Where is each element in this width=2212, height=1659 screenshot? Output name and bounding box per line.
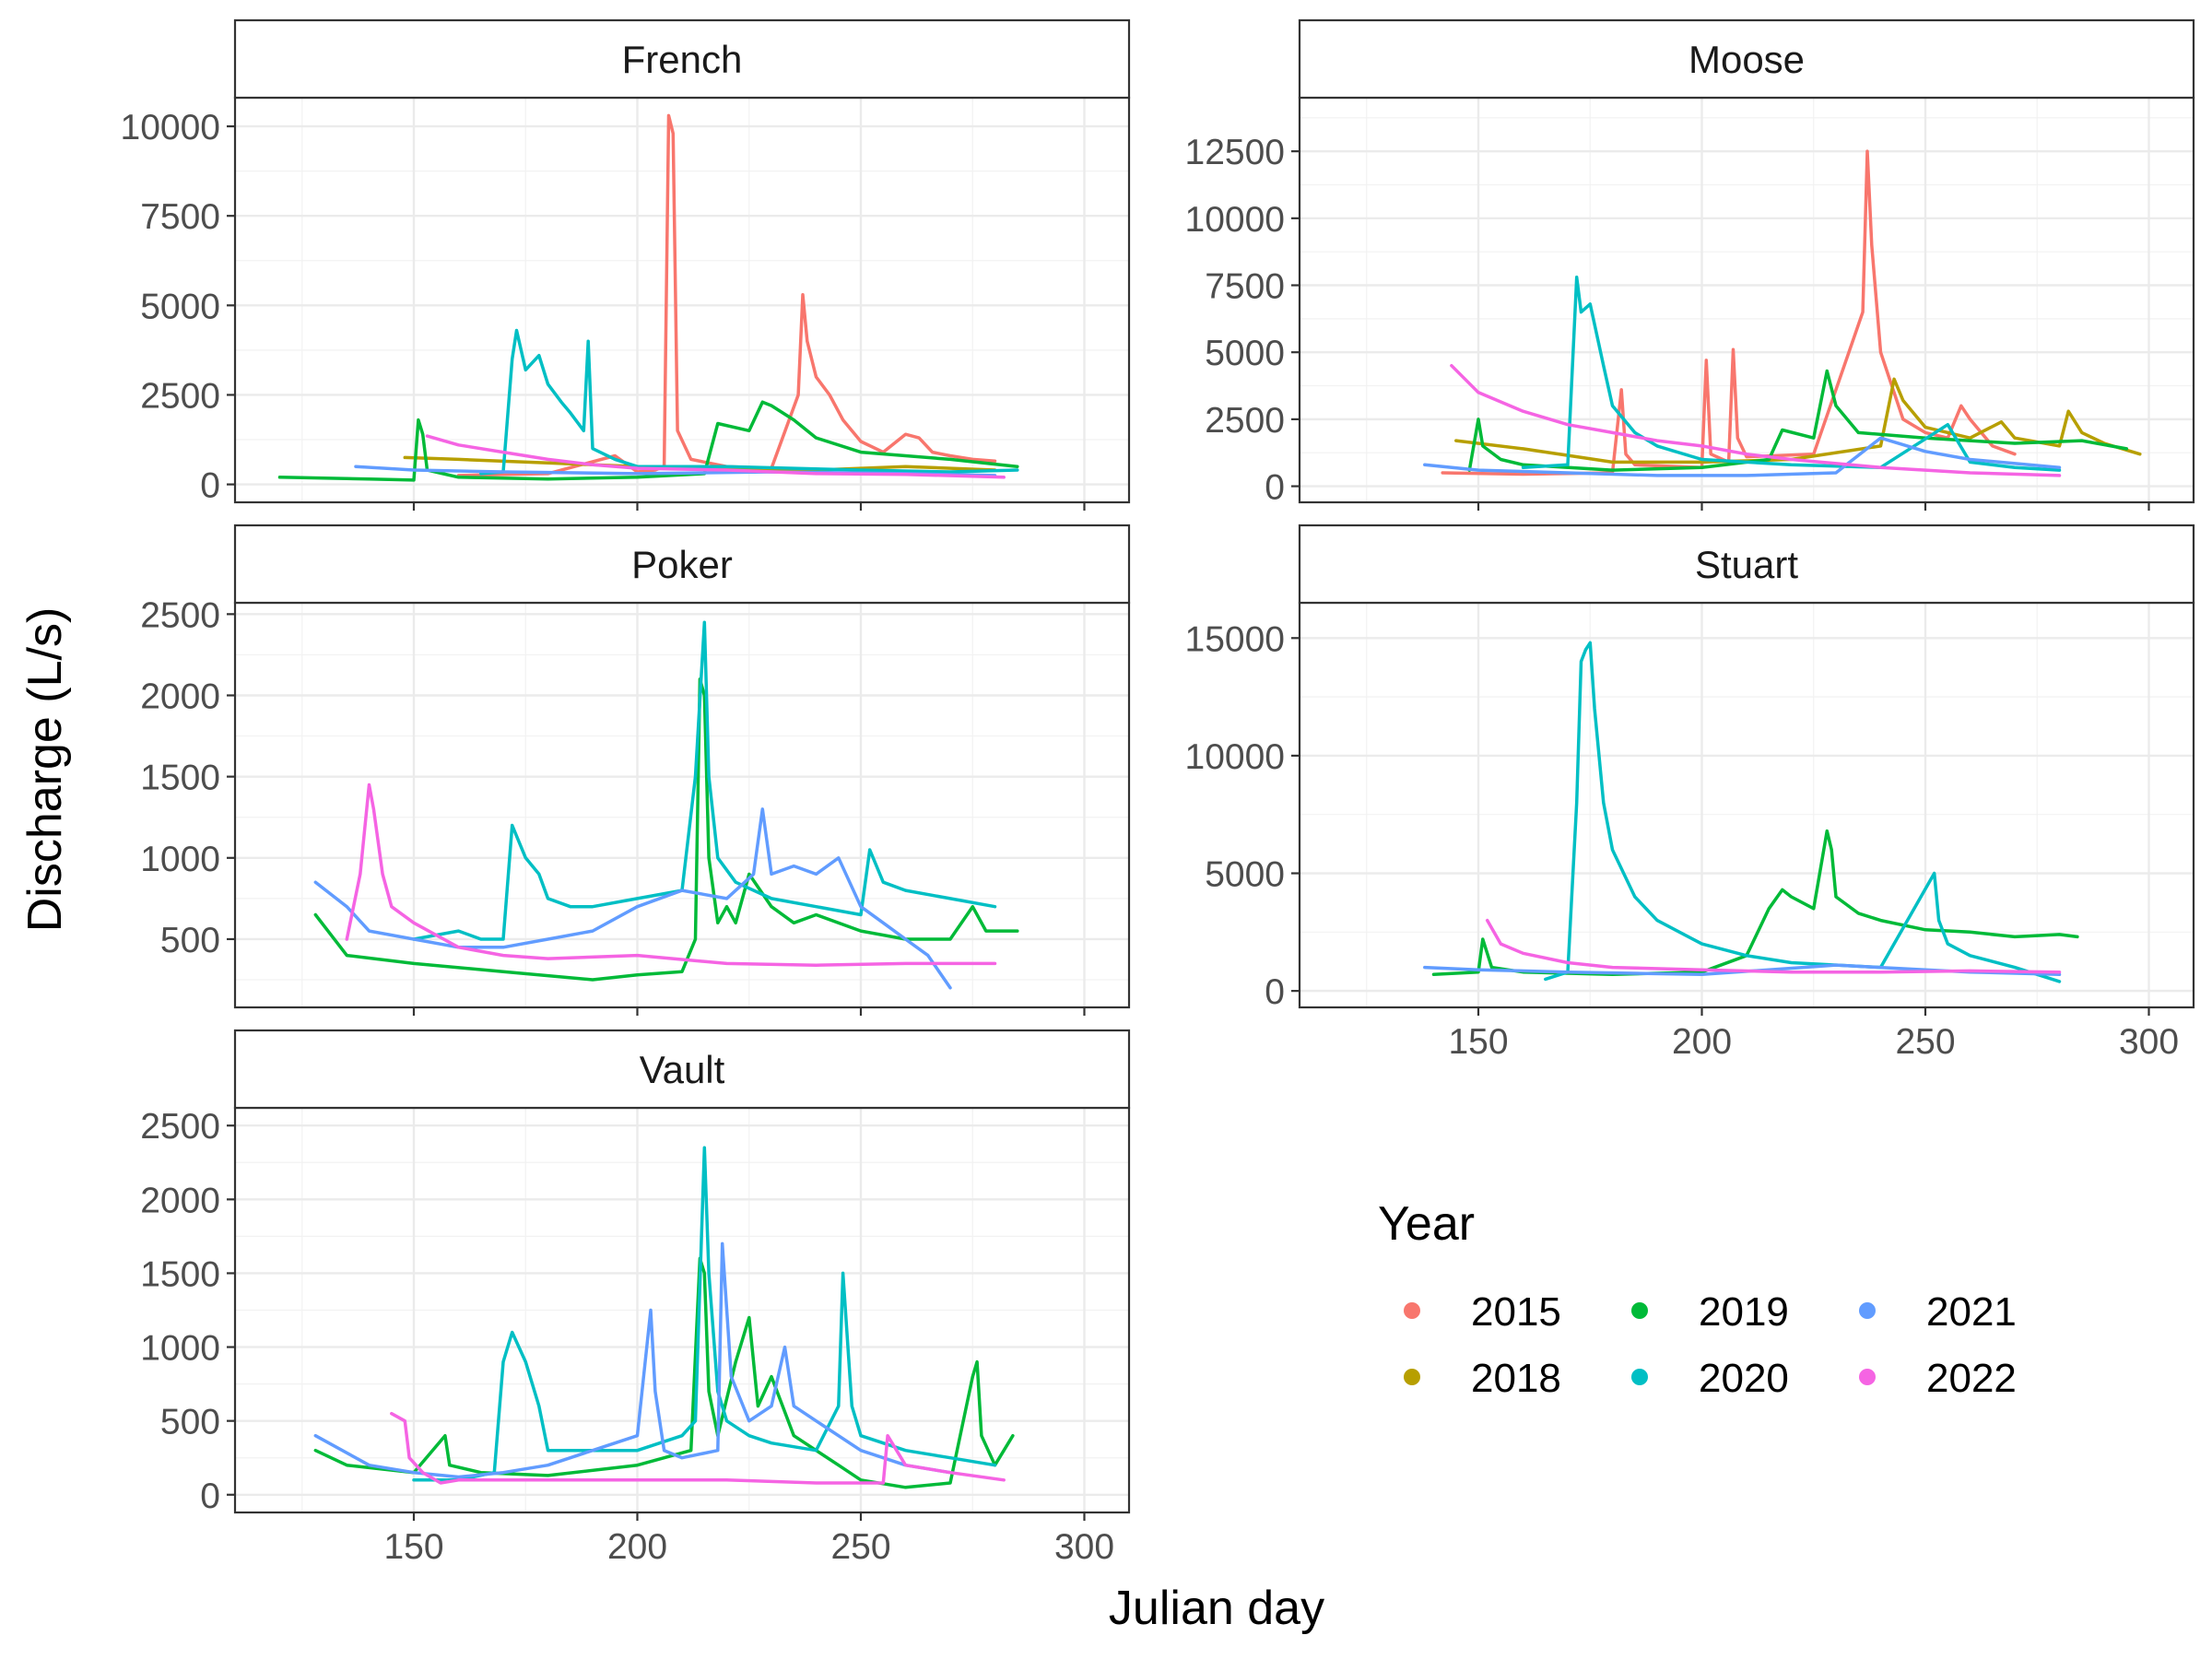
facet-strip-label: Stuart — [1695, 543, 1798, 586]
x-tick-label: 300 — [2119, 1022, 2179, 1062]
y-tick-label: 15000 — [1185, 619, 1285, 659]
x-tick-label: 300 — [1054, 1527, 1114, 1567]
facet-strip — [233, 18, 1131, 100]
y-tick-label: 10000 — [121, 108, 220, 147]
facet-strip — [233, 1029, 1131, 1110]
series-line-moose-2022 — [1450, 363, 2062, 477]
legend-label-2018: 2018 — [1471, 1356, 1561, 1401]
y-tick-label: 2500 — [1205, 401, 1285, 441]
y-axis-title: Discharge (L/s) — [18, 607, 72, 933]
legend-key-2022 — [1859, 1369, 1876, 1385]
y-tick-label: 2000 — [140, 677, 220, 716]
y-tick-label: 1000 — [140, 1329, 220, 1369]
series-line-poker-2020 — [412, 620, 997, 941]
legend-label-2020: 2020 — [1699, 1356, 1789, 1401]
legend-title: Year — [1378, 1197, 1475, 1251]
legend-key-2021 — [1859, 1302, 1876, 1319]
y-tick-label: 0 — [1265, 972, 1285, 1012]
y-tick-label: 0 — [200, 466, 220, 506]
facet-moose: Moose 0 2500 5000 7500 10000 12500 — [1185, 18, 2195, 511]
facet-poker: Poker 500 1000 1500 2000 2500 — [140, 524, 1131, 1016]
series-line-stuart-2022 — [1485, 918, 2062, 974]
series-line-moose-2015 — [1441, 149, 2017, 477]
y-tick-label: 7500 — [140, 197, 220, 237]
legend-key-2019 — [1631, 1302, 1648, 1319]
y-tick-label: 1000 — [140, 840, 220, 879]
y-tick-label: 2500 — [140, 376, 220, 416]
facet-strip-label: Poker — [631, 543, 733, 586]
legend: Year 2015 2018 2019 2020 2021 2022 — [1378, 1197, 2017, 1401]
series-line-vault-2020 — [412, 1146, 997, 1482]
y-tick-label: 0 — [200, 1477, 220, 1516]
panel-background — [235, 603, 1129, 1007]
legend-label-2015: 2015 — [1471, 1289, 1561, 1335]
y-tick-label: 500 — [160, 921, 220, 960]
facet-strip-label: French — [622, 38, 743, 81]
facet-stuart: Stuart 0 5000 10000 15000 150 200 250 300 — [1185, 524, 2195, 1062]
y-tick-label: 7500 — [1205, 267, 1285, 307]
series-line-french-2022 — [425, 434, 1006, 479]
y-tick-label: 2500 — [140, 1107, 220, 1147]
facet-strip-label: Moose — [1688, 38, 1805, 81]
x-axis-title: Julian day — [1109, 1582, 1324, 1635]
y-tick-label: 10000 — [1185, 737, 1285, 777]
panel-background — [1300, 98, 2194, 502]
y-tick-label: 0 — [1265, 468, 1285, 508]
facet-strip — [1298, 524, 2195, 605]
facet-french: French 0 2500 5000 7500 10000 — [121, 18, 1131, 511]
series-line-poker-2022 — [345, 782, 997, 967]
y-tick-label: 1500 — [140, 759, 220, 798]
series-line-moose-2021 — [1423, 436, 2062, 477]
series-line-vault-2021 — [313, 1241, 952, 1479]
legend-key-2020 — [1631, 1369, 1648, 1385]
series-line-poker-2019 — [313, 677, 1019, 982]
x-tick-label: 200 — [607, 1527, 667, 1567]
x-tick-label: 200 — [1672, 1022, 1732, 1062]
series-line-french-2019 — [277, 400, 1019, 482]
facet-vault: Vault 0 500 1000 1500 2000 2500 150 200 250 300 — [140, 1029, 1131, 1567]
y-tick-label: 2500 — [140, 595, 220, 635]
y-tick-label: 500 — [160, 1403, 220, 1442]
x-tick-label: 150 — [1448, 1022, 1508, 1062]
series-line-stuart-2020 — [1544, 641, 2062, 983]
series-line-vault-2019 — [313, 1256, 1015, 1489]
y-tick-label: 2000 — [140, 1181, 220, 1220]
facet-panels: French025005000750010000Moose02500500075… — [121, 18, 2195, 1567]
x-tick-label: 250 — [1895, 1022, 1955, 1062]
panel-background — [1300, 603, 2194, 1007]
series-line-vault-2022 — [390, 1411, 1006, 1485]
legend-label-2022: 2022 — [1926, 1356, 2017, 1401]
panel-background — [235, 98, 1129, 502]
x-tick-label: 150 — [383, 1527, 443, 1567]
legend-items: 2015 2018 2019 2020 2021 2022 — [1404, 1289, 2017, 1401]
y-tick-label: 12500 — [1185, 133, 1285, 172]
legend-key-2018 — [1404, 1369, 1420, 1385]
series-line-poker-2021 — [313, 807, 952, 990]
y-tick-label: 5000 — [1205, 855, 1285, 895]
facet-strip-label: Vault — [640, 1048, 725, 1091]
facet-strip — [233, 524, 1131, 605]
series-line-french-2020 — [479, 328, 1019, 476]
y-tick-label: 1500 — [140, 1254, 220, 1294]
legend-label-2019: 2019 — [1699, 1289, 1789, 1335]
y-tick-label: 5000 — [140, 287, 220, 326]
y-tick-label: 10000 — [1185, 200, 1285, 240]
legend-label-2021: 2021 — [1926, 1289, 2017, 1335]
series-line-moose-2018 — [1454, 377, 2142, 465]
y-tick-label: 5000 — [1205, 334, 1285, 373]
x-tick-label: 250 — [830, 1527, 890, 1567]
facet-strip — [1298, 18, 2195, 100]
legend-key-2015 — [1404, 1302, 1420, 1319]
